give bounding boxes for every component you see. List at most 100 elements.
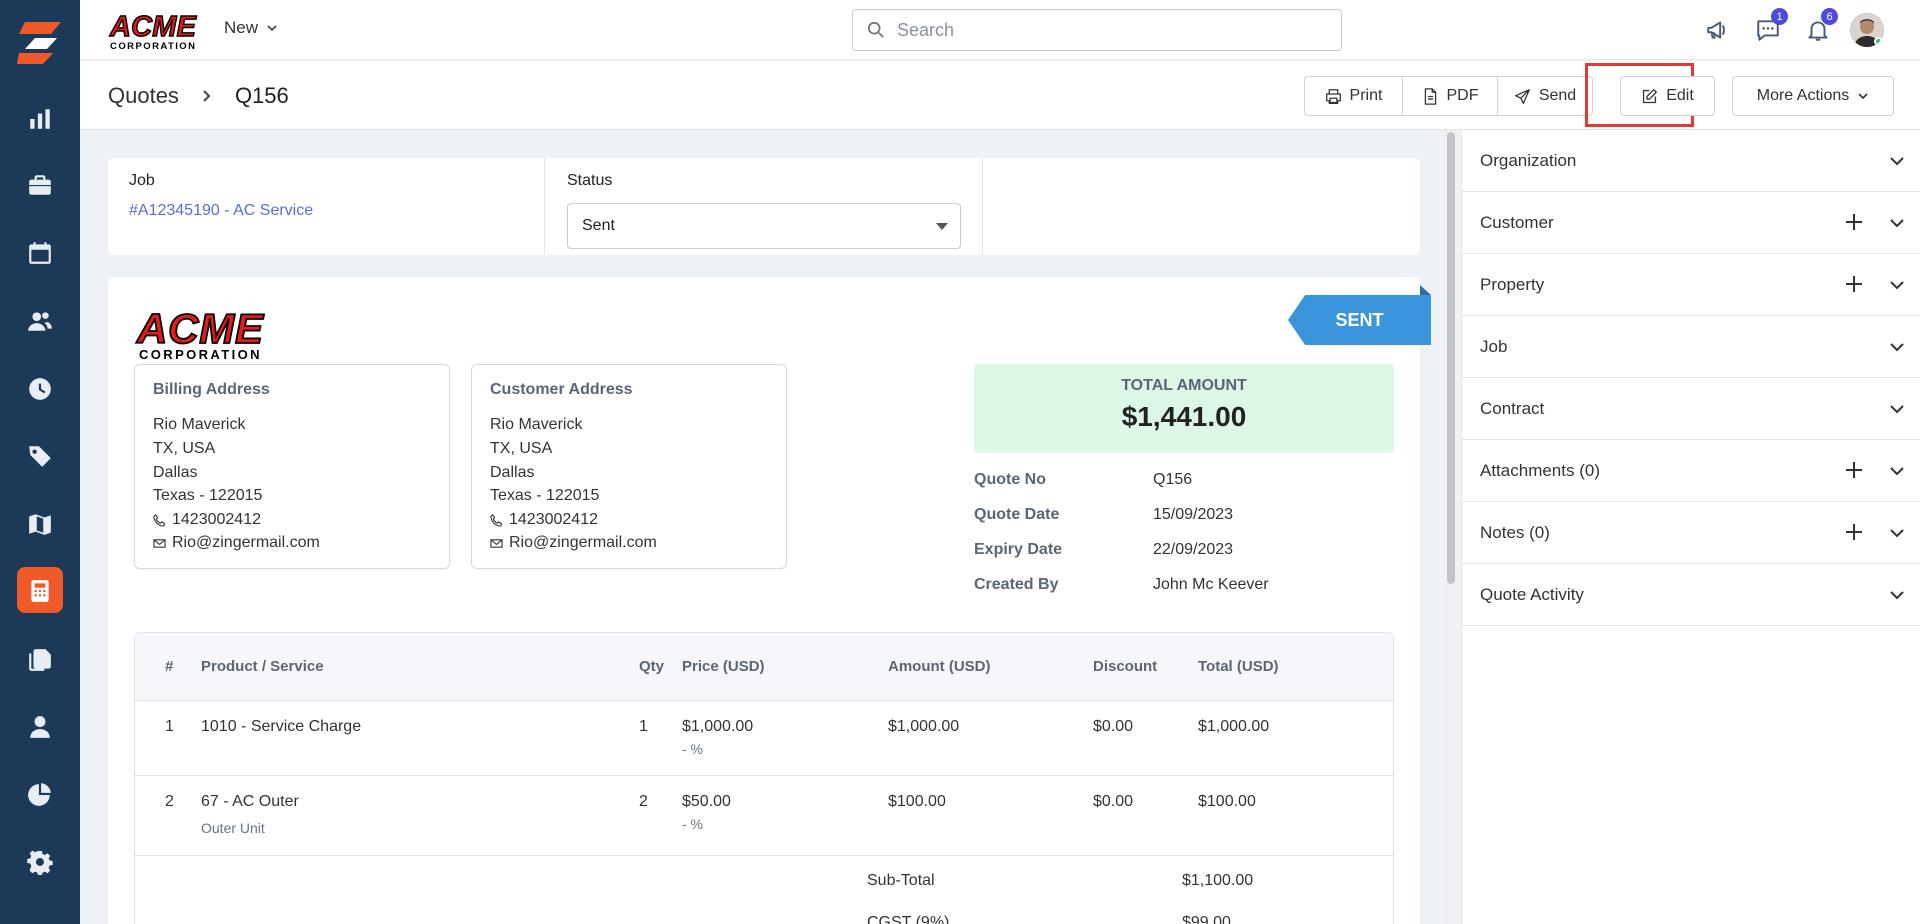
section-quote-activity[interactable]: Quote Activity (1462, 564, 1920, 626)
acme-logo[interactable]: ACME CORPORATION (108, 10, 198, 52)
plus-icon[interactable] (1842, 458, 1866, 482)
main-scrollbar[interactable] (1445, 130, 1457, 924)
section-attachments[interactable]: Attachments (0) (1462, 440, 1920, 502)
nav-customers[interactable] (0, 297, 80, 345)
search-input[interactable] (897, 19, 1317, 41)
pdf-label: PDF (1446, 87, 1479, 104)
print-label: Print (1349, 87, 1383, 104)
active-indicator (17, 567, 63, 613)
table-row: 2 67 - AC Outer Outer Unit 2 $50.00 - % … (135, 776, 1393, 856)
nav-map[interactable] (0, 500, 80, 548)
section-label: Job (1480, 336, 1508, 356)
row-price: $50.00 (682, 793, 731, 810)
total-amount-box: TOTAL AMOUNT $1,441.00 (974, 364, 1394, 453)
chevron-down-icon (1890, 343, 1904, 352)
total-label: TOTAL AMOUNT (1121, 377, 1247, 394)
chevron-down-icon (267, 25, 277, 32)
nav-contacts[interactable] (0, 703, 80, 751)
nav-settings[interactable] (0, 838, 80, 886)
section-property[interactable]: Property (1462, 254, 1920, 316)
new-dropdown[interactable]: New (224, 18, 278, 38)
billing-state: Texas - 122015 (153, 487, 263, 504)
section-organization[interactable]: Organization (1462, 130, 1920, 192)
clock-icon (29, 378, 51, 400)
customer-city: Dallas (490, 464, 535, 481)
send-icon (1514, 88, 1530, 104)
section-label: Attachments (0) (1480, 460, 1600, 480)
col-product: Product / Service (201, 658, 324, 675)
pdf-button[interactable]: PDF (1402, 76, 1498, 116)
tax-value: $99.00 (1182, 914, 1231, 924)
nav-documents[interactable] (0, 636, 80, 684)
more-actions-button[interactable]: More Actions (1732, 76, 1894, 116)
section-customer[interactable]: Customer (1462, 192, 1920, 254)
edit-label: Edit (1666, 87, 1694, 104)
nav-calendar[interactable] (0, 229, 80, 277)
chevron-down-icon (1858, 93, 1868, 100)
nav-analytics[interactable] (0, 771, 80, 819)
nav-quotes[interactable] (0, 567, 80, 615)
section-contract[interactable]: Contract (1462, 378, 1920, 440)
search-icon (867, 21, 884, 38)
section-job[interactable]: Job (1462, 316, 1920, 378)
billing-phone-row: 1423002412 (153, 511, 261, 529)
svg-text:CORPORATION: CORPORATION (110, 41, 196, 52)
customer-state: Texas - 122015 (490, 487, 600, 504)
announcements-button[interactable] (1702, 14, 1734, 46)
breadcrumb-quotes[interactable]: Quotes (108, 83, 179, 108)
chevron-down-icon (1890, 219, 1904, 228)
bell-icon (1808, 21, 1828, 41)
meta-value: 22/09/2023 (1153, 541, 1234, 558)
chat-button[interactable]: 1 (1752, 8, 1788, 46)
meta-key: Quote No (974, 471, 1046, 488)
section-label: Quote Activity (1480, 584, 1584, 604)
status-select[interactable]: Sent (567, 203, 961, 249)
row-description: Outer Unit (201, 820, 265, 836)
section-label: Customer (1480, 212, 1554, 232)
nav-pricebook[interactable] (0, 432, 80, 480)
col-total: Total (USD) (1198, 658, 1279, 675)
billing-line1: TX, USA (153, 440, 216, 457)
row-discount: $0.00 (1093, 793, 1134, 810)
meta-key: Created By (974, 576, 1059, 593)
plus-icon[interactable] (1842, 272, 1866, 296)
nav-timesheets[interactable] (0, 365, 80, 413)
job-link[interactable]: #A12345190 - AC Service (129, 202, 314, 219)
job-column: Job #A12345190 - AC Service (108, 158, 545, 255)
col-discount: Discount (1093, 658, 1158, 675)
online-status-dot (1874, 37, 1883, 46)
send-label: Send (1538, 87, 1577, 104)
app-logo[interactable] (17, 18, 63, 68)
col-price: Price (USD) (682, 658, 765, 675)
scrollbar-thumb[interactable] (1447, 132, 1455, 584)
gear-icon (27, 850, 53, 875)
row-product: 67 - AC Outer (201, 793, 299, 810)
plus-icon[interactable] (1842, 520, 1866, 544)
row-discount: $0.00 (1093, 718, 1134, 735)
edit-icon (1643, 88, 1658, 103)
job-status-card: Job #A12345190 - AC Service Status Sent (108, 158, 1420, 255)
edit-button[interactable]: Edit (1620, 76, 1715, 116)
bar-chart-icon (30, 109, 50, 129)
section-notes[interactable]: Notes (0) (1462, 502, 1920, 564)
page-title: Q156 (234, 83, 289, 108)
nav-reports[interactable] (0, 95, 80, 143)
plus-icon[interactable] (1842, 210, 1866, 234)
chevron-right-icon (203, 90, 211, 102)
copy-icon (29, 649, 51, 671)
billing-city: Dallas (153, 464, 198, 481)
billing-title: Billing Address (153, 381, 270, 398)
print-button[interactable]: Print (1304, 76, 1403, 116)
user-avatar[interactable] (1850, 13, 1884, 47)
send-button[interactable]: Send (1497, 76, 1593, 116)
right-panel: Organization Customer Property Job Contr… (1461, 130, 1920, 924)
global-search[interactable] (852, 9, 1342, 51)
notifications-button[interactable]: 6 (1802, 8, 1838, 46)
meta-value: John Mc Keever (1153, 576, 1269, 593)
phone-icon (490, 513, 503, 527)
customer-name: Rio Maverick (490, 416, 583, 433)
nav-jobs[interactable] (0, 161, 80, 209)
meta-value: 15/09/2023 (1153, 506, 1234, 523)
chevron-down-icon (1890, 591, 1904, 600)
file-icon (1424, 87, 1436, 105)
